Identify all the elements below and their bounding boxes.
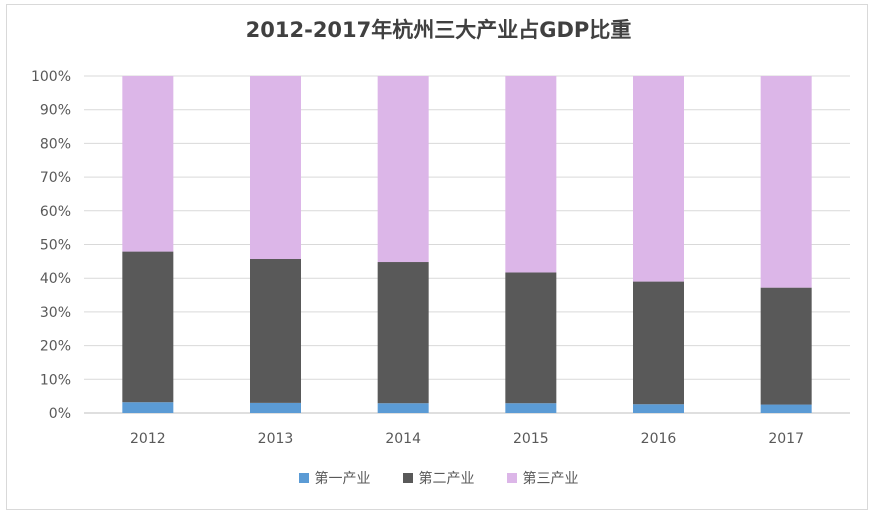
bar-segment-1 [505,403,557,413]
y-tick-label: 100% [31,69,71,85]
bar-segment-1 [633,404,684,413]
legend-swatch-tertiary [506,473,517,483]
legend-item-primary: 第一产业 [298,468,371,488]
bar-segment-2 [633,281,684,405]
bar-segment-2 [505,272,557,404]
legend-label-tertiary: 第三产业 [522,471,579,487]
x-tick-label: 2017 [768,431,804,447]
y-tick-label: 40% [40,271,71,287]
bar-segment-1 [122,402,174,413]
y-tick-label: 30% [40,305,71,321]
y-tick-label: 10% [40,372,71,388]
x-tick-label: 2015 [513,431,549,447]
bar-segment-2 [760,287,812,405]
bar-segment-3 [633,76,684,282]
chart-title: 2012-2017年杭州三大产业占GDP比重 [245,18,632,42]
bar-segment-1 [377,403,429,413]
legend-swatch-secondary [402,473,413,483]
x-tick-label: 2016 [641,431,677,447]
x-tick-label: 2013 [258,431,294,447]
bar-segment-3 [122,76,174,252]
x-tick-label: 2014 [385,431,421,447]
bar-segment-2 [250,258,301,403]
x-tick-label: 2012 [130,431,166,447]
legend: 第一产业 第二产业 第三产业 [0,468,877,488]
bar-segment-3 [760,76,812,288]
y-tick-label: 80% [40,136,71,152]
legend-label-secondary: 第二产业 [418,471,475,487]
y-tick-label: 0% [49,406,71,422]
bar-segment-3 [377,76,429,263]
y-tick-label: 50% [40,238,71,254]
legend-label-primary: 第一产业 [314,471,371,487]
y-tick-label: 20% [40,339,71,355]
legend-swatch-primary [298,473,309,483]
y-tick-label: 60% [40,204,71,220]
y-tick-label: 90% [40,103,71,119]
bar-segment-3 [250,76,301,259]
y-tick-label: 70% [40,170,71,186]
legend-item-secondary: 第二产业 [402,468,475,488]
bar-segment-2 [377,262,429,404]
bar-segment-1 [250,402,301,413]
bar-segment-2 [122,251,174,403]
legend-item-tertiary: 第三产业 [506,468,579,488]
bar-segment-3 [505,76,557,273]
bar-segment-1 [760,404,812,413]
